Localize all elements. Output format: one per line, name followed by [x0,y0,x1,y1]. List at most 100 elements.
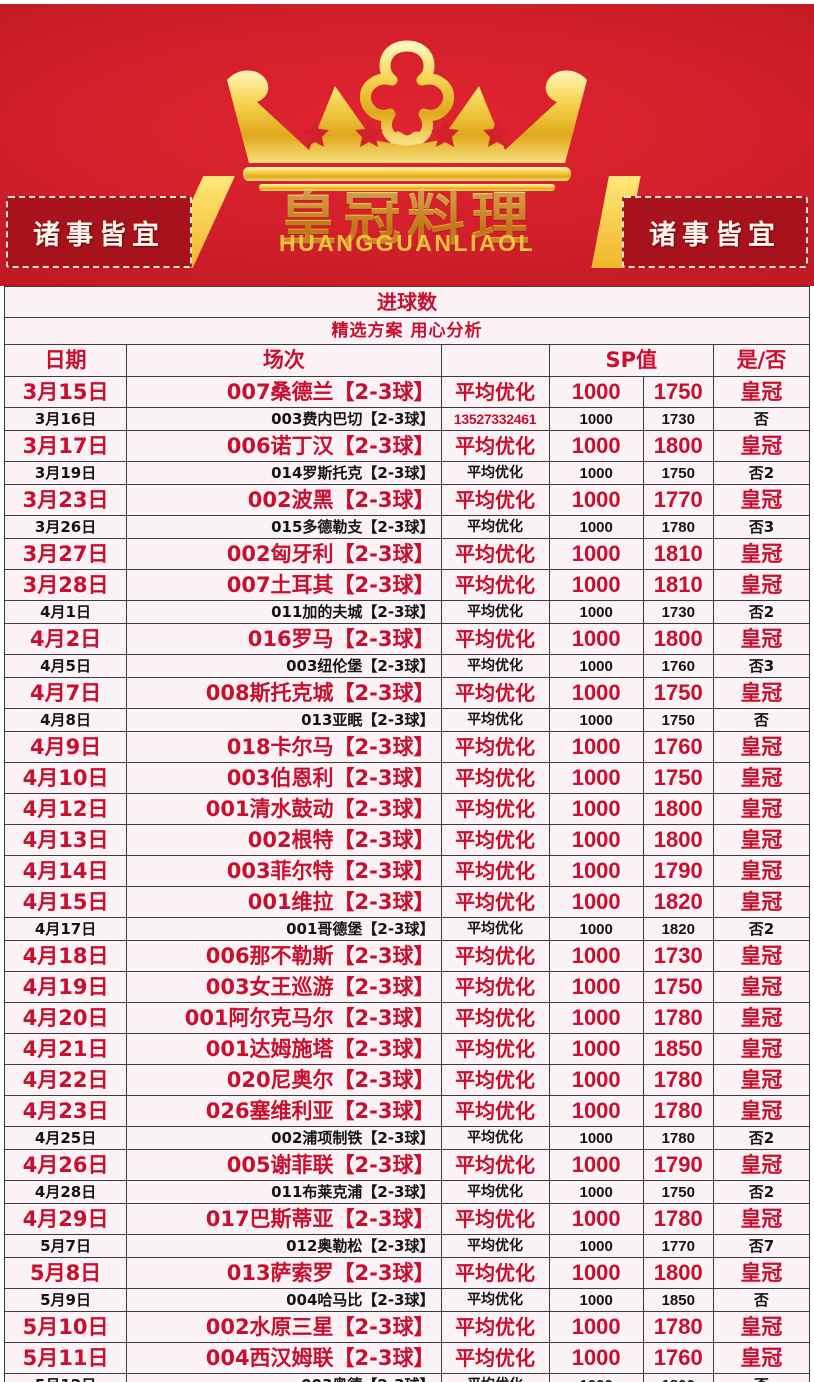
cell-optimize: 平均优化 [440,793,550,825]
cell-match: 006那不勒斯【2-3球】 [126,940,442,972]
table-row: 3月17日 006诺丁汉【2-3球】 平均优化 1000 1800 皇冠 [3,430,811,462]
cell-sp-stake: 1000 [548,623,644,655]
cell-match: 005谢菲联【2-3球】 [126,1149,442,1181]
cell-optimize: 平均优化 [440,1149,550,1181]
cell-match: 002波黑【2-3球】 [126,484,442,516]
sheet-title-row: 进球数 [4,286,810,318]
cell-sp-stake: 1000 [548,1311,644,1343]
cell-sp-odds: 1750 [642,762,714,794]
ribbon-badge-right: 诸事皆宜 [622,196,808,268]
cell-match: 001维拉【2-3球】 [126,886,442,918]
table-row: 4月26日 005谢菲联【2-3球】 平均优化 1000 1790 皇冠 [3,1149,811,1181]
ribbon-badge-left-label: 诸事皆宜 [33,219,165,251]
table-row: 4月7日 008斯托克城【2-3球】 平均优化 1000 1750 皇冠 [3,677,811,709]
cell-optimize: 平均优化 [440,917,550,941]
cell-match: 007桑德兰【2-3球】 [126,376,442,408]
cell-result: 否3 [712,515,811,539]
table-row: 4月8日 013亚眠【2-3球】 平均优化 1000 1750 否 [3,708,811,732]
cell-date: 5月8日 [3,1257,128,1289]
cell-date: 4月21日 [3,1033,128,1065]
sheet-subtitle: 精选方案 用心分析 [4,317,810,345]
table-row: 4月13日 002根特【2-3球】 平均优化 1000 1800 皇冠 [3,824,811,856]
brand-banner: 皇冠料理 HUANGGUANLIAOL 诸事皆宜 诸事皆宜 [0,0,814,286]
cell-optimize: 平均优化 [440,886,550,918]
cell-sp-stake: 1000 [548,1064,644,1096]
cell-result: 皇冠 [712,1002,811,1034]
cell-optimize: 平均优化 [440,484,550,516]
cell-sp-odds: 1820 [642,917,714,941]
cell-sp-odds: 1800 [642,793,714,825]
cell-date: 5月7日 [3,1234,128,1258]
column-header-sp: SP值 [548,344,714,377]
cell-match: 016罗马【2-3球】 [126,623,442,655]
table-row: 3月15日 007桑德兰【2-3球】 平均优化 1000 1750 皇冠 [3,376,811,408]
cell-sp-stake: 1000 [548,515,644,539]
cell-sp-stake: 1000 [548,708,644,732]
cell-match: 001清水鼓动【2-3球】 [126,793,442,825]
cell-match: 026塞维利亚【2-3球】 [126,1095,442,1127]
cell-optimize: 平均优化 [440,1126,550,1150]
cell-sp-odds: 1750 [642,376,714,408]
cell-optimize: 平均优化 [440,1342,550,1374]
cell-date: 4月17日 [3,917,128,941]
cell-optimize: 平均优化 [440,461,550,485]
cell-optimize: 平均优化 [440,515,550,539]
cell-match: 008斯托克城【2-3球】 [126,677,442,709]
table-row: 4月2日 016罗马【2-3球】 平均优化 1000 1800 皇冠 [3,623,811,655]
cell-match: 002根特【2-3球】 [126,824,442,856]
cell-match: 013萨索罗【2-3球】 [126,1257,442,1289]
crown-logo-icon [197,28,617,193]
cell-optimize: 平均优化 [440,600,550,624]
cell-date: 4月29日 [3,1203,128,1235]
cell-result: 皇冠 [712,824,811,856]
ribbon-badge-right-label: 诸事皆宜 [649,219,781,251]
cell-result: 否7 [712,1234,811,1258]
cell-date: 4月22日 [3,1064,128,1096]
sheet-title: 进球数 [4,286,810,318]
cell-date: 3月15日 [3,376,128,408]
cell-match: 003纽伦堡【2-3球】 [126,654,442,678]
cell-sp-stake: 1000 [548,1234,644,1258]
cell-date: 3月28日 [3,569,128,601]
cell-result: 皇冠 [712,677,811,709]
table-row: 5月7日 012奥勒松【2-3球】 平均优化 1000 1770 否7 [3,1234,811,1258]
cell-match: 007土耳其【2-3球】 [126,569,442,601]
cell-sp-stake: 1000 [548,654,644,678]
table-row: 4月21日 001达姆施塔【2-3球】 平均优化 1000 1850 皇冠 [3,1033,811,1065]
cell-optimize: 平均优化 [440,855,550,887]
cell-result: 否 [712,1288,811,1312]
cell-match: 017巴斯蒂亚【2-3球】 [126,1203,442,1235]
cell-date: 3月19日 [3,461,128,485]
cell-optimize: 平均优化 [440,1311,550,1343]
cell-optimize: 平均优化 [440,971,550,1003]
table-row: 4月20日 001阿尔克马尔【2-3球】 平均优化 1000 1780 皇冠 [3,1002,811,1034]
cell-optimize: 平均优化 [440,1033,550,1065]
cell-match: 002匈牙利【2-3球】 [126,538,442,570]
cell-result: 否 [712,1373,811,1382]
cell-date: 5月10日 [3,1311,128,1343]
cell-sp-odds: 1800 [642,430,714,462]
cell-match: 012奥勒松【2-3球】 [126,1234,442,1258]
table-row: 3月27日 002匈牙利【2-3球】 平均优化 1000 1810 皇冠 [3,538,811,570]
cell-optimize: 平均优化 [440,623,550,655]
table-row: 5月8日 013萨索罗【2-3球】 平均优化 1000 1800 皇冠 [3,1257,811,1289]
cell-optimize: 平均优化 [440,940,550,972]
cell-result: 否2 [712,917,811,941]
cell-match: 014罗斯托克【2-3球】 [126,461,442,485]
cell-date: 4月19日 [3,971,128,1003]
cell-date: 4月2日 [3,623,128,655]
cell-result: 皇冠 [712,855,811,887]
cell-result: 否 [712,407,811,431]
cell-match: 003女王巡游【2-3球】 [126,971,442,1003]
table-row: 4月22日 020尼奥尔【2-3球】 平均优化 1000 1780 皇冠 [3,1064,811,1096]
cell-result: 皇冠 [712,1064,811,1096]
table-row: 4月18日 006那不勒斯【2-3球】 平均优化 1000 1730 皇冠 [3,940,811,972]
cell-match: 003菲尔特【2-3球】 [126,855,442,887]
cell-sp-stake: 1000 [548,1002,644,1034]
cell-sp-stake: 1000 [548,1033,644,1065]
cell-sp-stake: 1000 [548,1257,644,1289]
cell-result: 皇冠 [712,569,811,601]
cell-result: 否2 [712,1180,811,1204]
cell-match: 004哈马比【2-3球】 [126,1288,442,1312]
cell-optimize: 平均优化 [440,1234,550,1258]
